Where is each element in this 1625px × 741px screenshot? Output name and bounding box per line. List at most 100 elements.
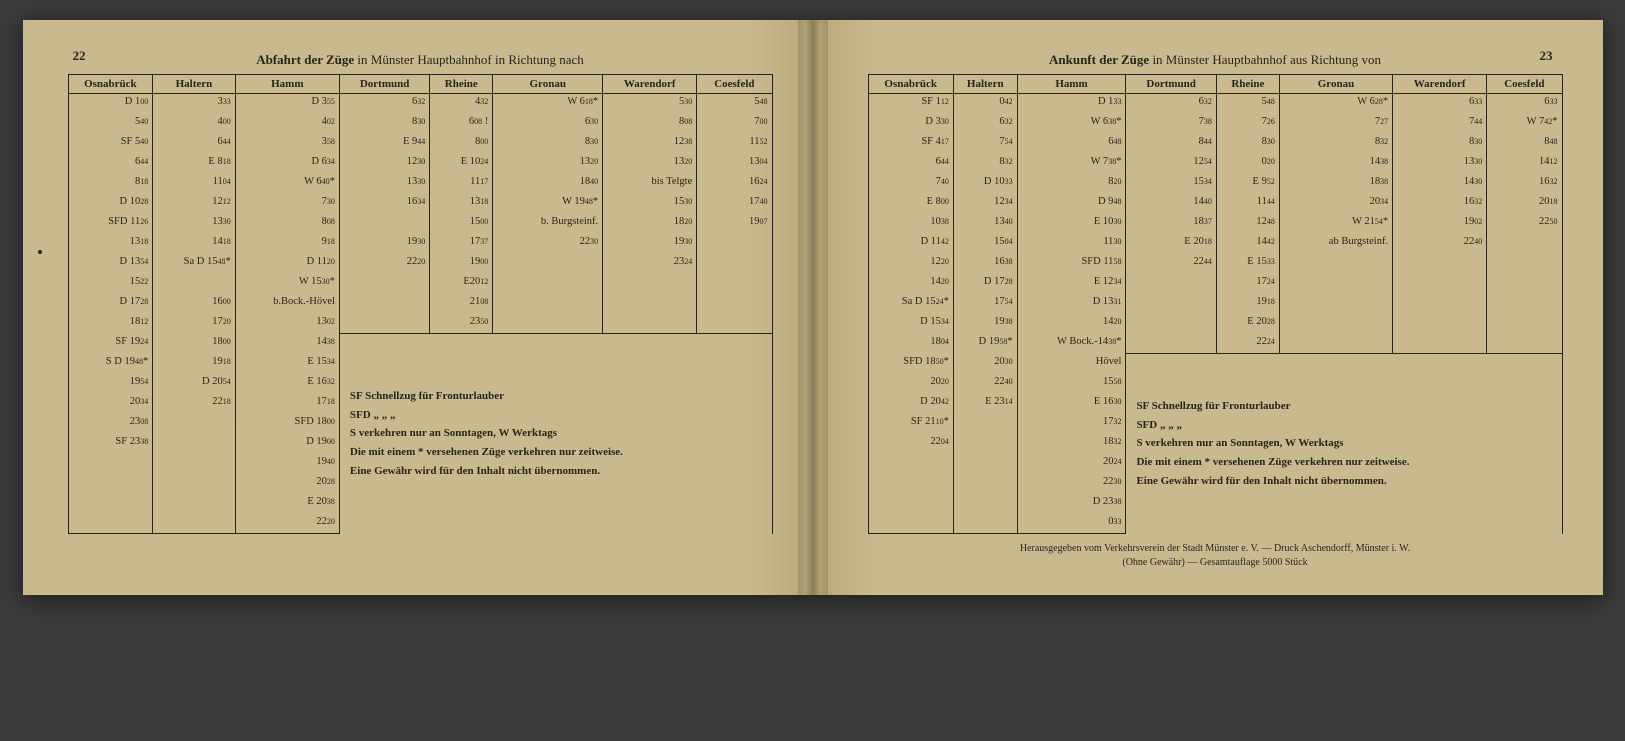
column-header: Gronau: [1279, 75, 1392, 94]
time-cell: b. Burgsteinf.: [493, 214, 603, 234]
time-cell: 2230: [1017, 474, 1126, 494]
time-cell: E2012: [430, 274, 493, 294]
time-cell: 1732: [1017, 414, 1126, 434]
time-cell: 2240: [1393, 234, 1487, 254]
time-cell: 1812: [68, 314, 153, 334]
time-cell: 1418: [153, 234, 236, 254]
time-cell: 1238: [603, 134, 697, 154]
time-cell: 1832: [1017, 434, 1126, 454]
time-cell: 1212: [153, 194, 236, 214]
time-cell: 1838: [1279, 174, 1392, 194]
left-page: 22 Abfahrt der Züge in Münster Hauptbahn…: [23, 20, 813, 595]
time-cell: 1837: [1126, 214, 1216, 234]
time-cell: W 638*: [1017, 114, 1126, 134]
time-cell: W 640*: [235, 174, 339, 194]
column-header: Warendorf: [1393, 75, 1487, 94]
time-cell: [153, 414, 236, 434]
time-cell: [68, 474, 153, 494]
time-cell: 1234: [953, 194, 1017, 214]
time-cell: 630: [493, 114, 603, 134]
page-number-right: 23: [1540, 48, 1553, 64]
time-cell: E 2028: [1216, 314, 1279, 334]
column-header: Osnabrück: [68, 75, 153, 94]
time-cell: Sa D 1524*: [868, 294, 953, 314]
time-cell: 632: [1126, 94, 1216, 114]
time-cell: 830: [339, 114, 429, 134]
time-cell: 1624: [697, 174, 772, 194]
time-cell: SFD 1158: [1017, 254, 1126, 274]
time-cell: [868, 494, 953, 514]
time-cell: E 1024: [430, 154, 493, 174]
time-cell: 2250: [1487, 214, 1562, 234]
time-cell: 1918: [1216, 294, 1279, 314]
time-cell: [1487, 314, 1562, 334]
column-header: Hamm: [235, 75, 339, 94]
time-cell: 2324: [603, 254, 697, 274]
column-header: Rheine: [1216, 75, 1279, 94]
time-cell: 2024: [1017, 454, 1126, 474]
time-cell: [153, 474, 236, 494]
time-cell: 402: [235, 114, 339, 134]
time-cell: [697, 274, 772, 294]
time-cell: [153, 494, 236, 514]
time-cell: [953, 494, 1017, 514]
time-cell: 2240: [953, 374, 1017, 394]
column-header: Dortmund: [1126, 75, 1216, 94]
time-cell: bis Telgte: [603, 174, 697, 194]
time-cell: 1632: [1487, 174, 1562, 194]
time-cell: 1320: [493, 154, 603, 174]
time-cell: 1820: [603, 214, 697, 234]
time-cell: 1330: [1393, 154, 1487, 174]
time-cell: [1279, 314, 1392, 334]
time-cell: [153, 434, 236, 454]
left-page-title: Abfahrt der Züge in Münster Hauptbahnhof…: [68, 52, 773, 68]
time-cell: D 2042: [868, 394, 953, 414]
time-cell: [153, 274, 236, 294]
time-cell: D 2338: [1017, 494, 1126, 514]
time-cell: 832: [1279, 134, 1392, 154]
column-header: Coesfeld: [1487, 75, 1562, 94]
time-cell: [1279, 254, 1392, 274]
time-cell: 1940: [235, 454, 339, 474]
time-cell: 1130: [1017, 234, 1126, 254]
column-header: Warendorf: [603, 75, 697, 94]
time-cell: [493, 294, 603, 314]
time-cell: 1632: [1393, 194, 1487, 214]
time-cell: 1330: [339, 174, 429, 194]
time-cell: [1487, 274, 1562, 294]
time-cell: 1304: [697, 154, 772, 174]
time-cell: 848: [1487, 134, 1562, 154]
time-cell: SFD 1126: [68, 214, 153, 234]
time-cell: 1600: [153, 294, 236, 314]
time-cell: 744: [1393, 114, 1487, 134]
time-cell: [339, 314, 429, 334]
time-cell: W 738*: [1017, 154, 1126, 174]
time-cell: 1038: [868, 214, 953, 234]
time-cell: b.Bock.-Hövel: [235, 294, 339, 314]
column-header: Gronau: [493, 75, 603, 94]
time-cell: SF 112: [868, 94, 953, 114]
time-cell: 844: [1126, 134, 1216, 154]
time-cell: [697, 254, 772, 274]
time-cell: [1279, 294, 1392, 314]
time-cell: 730: [235, 194, 339, 214]
time-cell: [953, 474, 1017, 494]
time-cell: 648: [1017, 134, 1126, 154]
time-cell: [868, 514, 953, 534]
time-cell: 1220: [868, 254, 953, 274]
time-cell: D 133: [1017, 94, 1126, 114]
time-cell: W 1530*: [235, 274, 339, 294]
time-cell: [1126, 274, 1216, 294]
time-cell: W 742*: [1487, 114, 1562, 134]
time-cell: [697, 234, 772, 254]
departure-table: OsnabrückHalternHammDortmundRheineGronau…: [68, 74, 773, 534]
time-cell: 644: [153, 134, 236, 154]
time-cell: 818: [68, 174, 153, 194]
time-cell: 1302: [235, 314, 339, 334]
time-cell: 2230: [493, 234, 603, 254]
time-cell: Hövel: [1017, 354, 1126, 374]
time-cell: [953, 454, 1017, 474]
time-cell: W 1948*: [493, 194, 603, 214]
time-cell: 1318: [430, 194, 493, 214]
column-header: Haltern: [153, 75, 236, 94]
